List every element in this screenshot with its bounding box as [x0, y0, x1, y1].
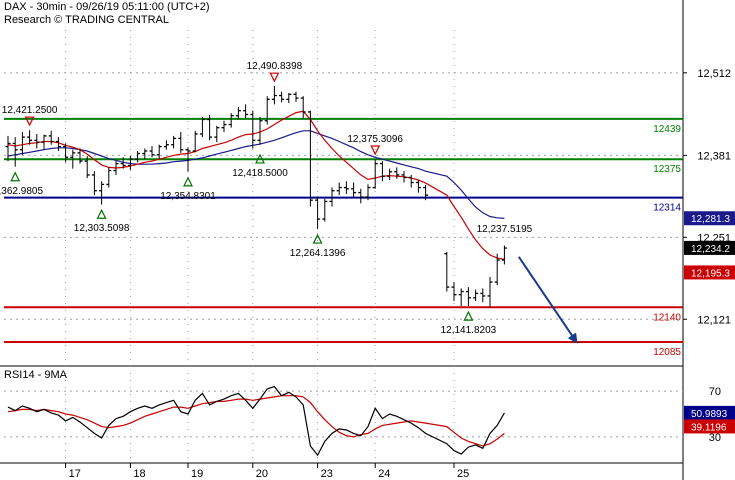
swing-low-marker — [10, 171, 21, 182]
time-tick-label: 18 — [133, 468, 145, 480]
level-label-resistance-2: 12439 — [653, 124, 681, 135]
swing-low-label: 12,362.9805 — [0, 186, 43, 197]
last-price-label: 12,237.5195 — [477, 224, 533, 235]
price-tag — [684, 240, 735, 255]
swing-high-marker — [269, 72, 280, 83]
swing-low-marker — [463, 310, 474, 321]
swing-low-marker — [183, 176, 193, 187]
swing-low-marker — [96, 208, 107, 219]
swing-high-label: 12,490.8398 — [247, 61, 303, 72]
time-tick-label: 24 — [378, 468, 390, 480]
forecast-arrow — [517, 256, 578, 344]
rsi-tick-label: 30 — [709, 432, 721, 444]
swing-low-label: 12,418.5000 — [232, 168, 288, 179]
swing-low-label: 12,354.8301 — [160, 191, 216, 202]
swing-high-label: 12,421.2500 — [2, 105, 58, 116]
price-tag-label: 12,234.2 — [691, 244, 730, 255]
time-tick-label: 20 — [256, 468, 268, 480]
slow-moving-average — [7, 130, 505, 219]
swing-high-label: 12,375.3096 — [347, 134, 403, 145]
rsi-value-tag — [684, 419, 735, 434]
price-tag-label: 12,195.3 — [691, 268, 730, 279]
chart-subtitle: Research © TRADING CENTRAL — [4, 14, 169, 26]
rsi-tick-label: 70 — [709, 386, 721, 398]
oscillator-title: RSI14 - 9MA — [4, 369, 68, 381]
time-tick-label: 23 — [321, 468, 333, 480]
rsi-line — [7, 385, 505, 457]
price-tag — [684, 211, 735, 226]
swing-low-label: 12,141.8203 — [441, 325, 497, 336]
chart-title: DAX - 30min - 09/26/19 05:11:00 (UTC+2) — [4, 1, 210, 13]
swing-low-marker — [255, 153, 265, 164]
swing-low-label: 12,264.1396 — [290, 248, 346, 259]
rsi-value-tag — [684, 405, 735, 420]
rsi-moving-average — [7, 395, 505, 447]
swing-high-marker — [24, 116, 35, 127]
level-label-support-1: 12140 — [653, 312, 681, 323]
price-tick-label: 12,121 — [697, 314, 731, 326]
price-tick-label: 12,381 — [697, 150, 731, 162]
level-label-pivot: 12314 — [653, 203, 681, 214]
time-tick-label: 17 — [69, 468, 81, 480]
price-tick-label: 12,512 — [697, 68, 731, 80]
rsi-value-label: 50.9893 — [691, 409, 728, 420]
rsi-value-label: 39.1196 — [691, 422, 727, 433]
level-label-resistance-1: 12375 — [653, 164, 681, 175]
price-tag — [684, 265, 735, 280]
level-label-support-2: 12085 — [653, 347, 681, 358]
time-tick-label: 25 — [457, 468, 469, 480]
swing-low-marker — [312, 233, 323, 244]
price-tag-label: 12,281.3 — [691, 214, 730, 225]
swing-low-label: 12,303.5098 — [74, 223, 130, 234]
swing-high-marker — [370, 145, 381, 156]
time-tick-label: 19 — [191, 468, 203, 480]
